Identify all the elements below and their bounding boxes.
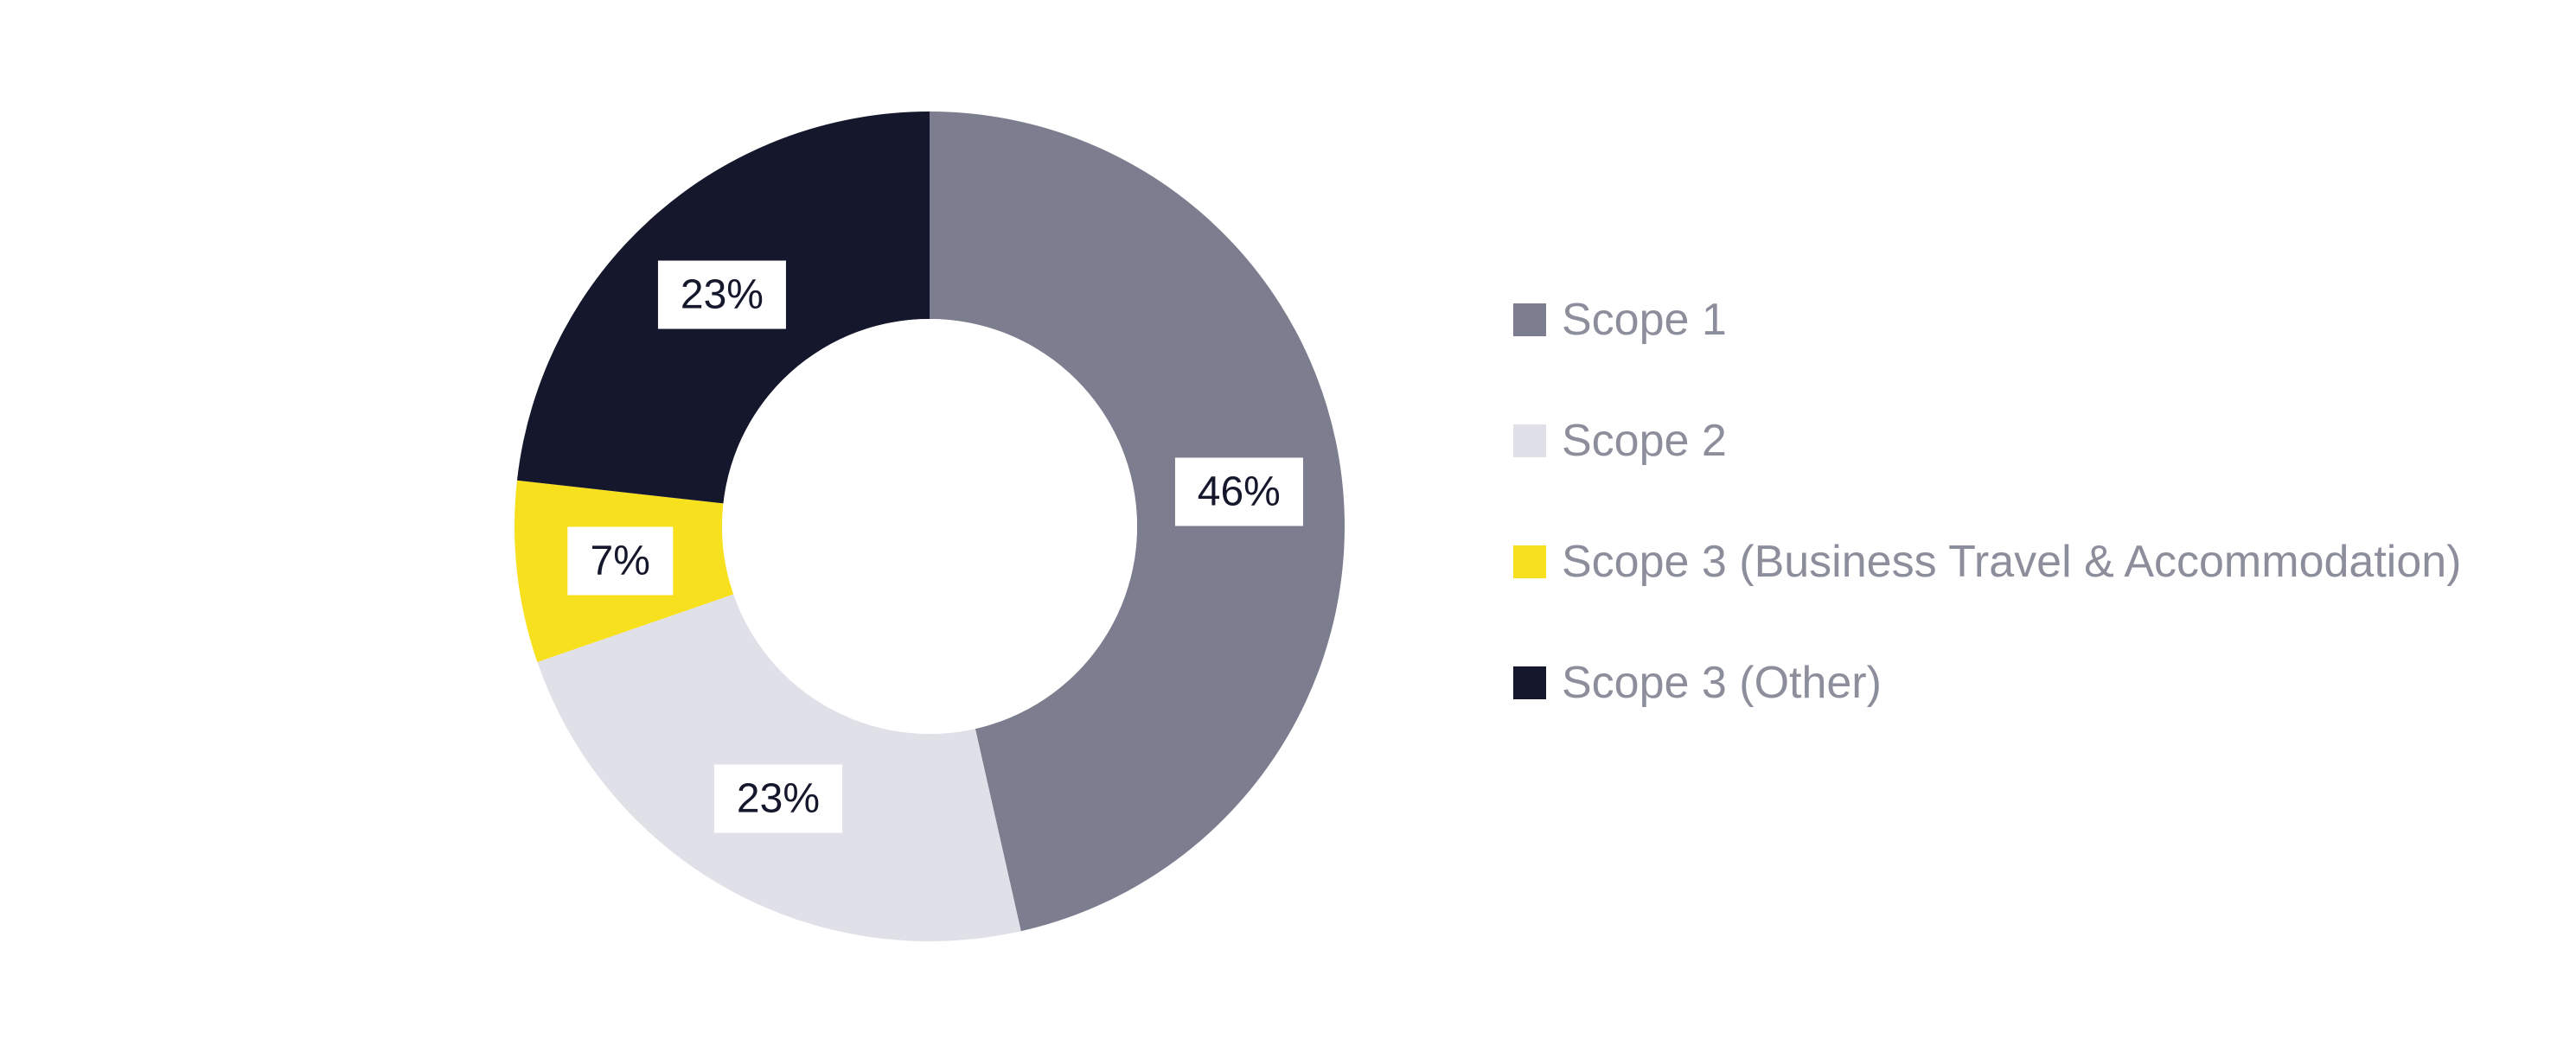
legend-swatch (1513, 666, 1546, 699)
legend: Scope 1 Scope 2 Scope 3 (Business Travel &… (1513, 294, 2461, 709)
legend-label: Scope 2 (1562, 415, 1727, 467)
slice-label: 23% (714, 764, 842, 832)
legend-item: Scope 2 (1513, 415, 2461, 467)
legend-swatch (1513, 545, 1546, 578)
legend-swatch (1513, 303, 1546, 336)
slice-label-text: 46% (1198, 468, 1281, 516)
donut-hole (722, 319, 1137, 734)
slice-label: 7% (568, 526, 673, 595)
slice-label: 23% (658, 260, 786, 328)
slice-label-text: 23% (681, 271, 764, 318)
chart-container: 46% 23% 7% 23% Scope 1 Scope 2 Scope 3 (Busin… (0, 0, 2576, 1054)
legend-item: Scope 3 (Business Travel & Accommodation… (1513, 536, 2461, 588)
slice-label-text: 7% (591, 537, 650, 584)
legend-label: Scope 1 (1562, 294, 1727, 346)
slice-label: 46% (1175, 458, 1303, 526)
legend-item: Scope 1 (1513, 294, 2461, 346)
legend-swatch (1513, 424, 1546, 457)
legend-item: Scope 3 (Other) (1513, 657, 2461, 709)
legend-label: Scope 3 (Business Travel & Accommodation… (1562, 536, 2461, 588)
slice-label-text: 23% (737, 774, 820, 822)
legend-label: Scope 3 (Other) (1562, 657, 1882, 709)
